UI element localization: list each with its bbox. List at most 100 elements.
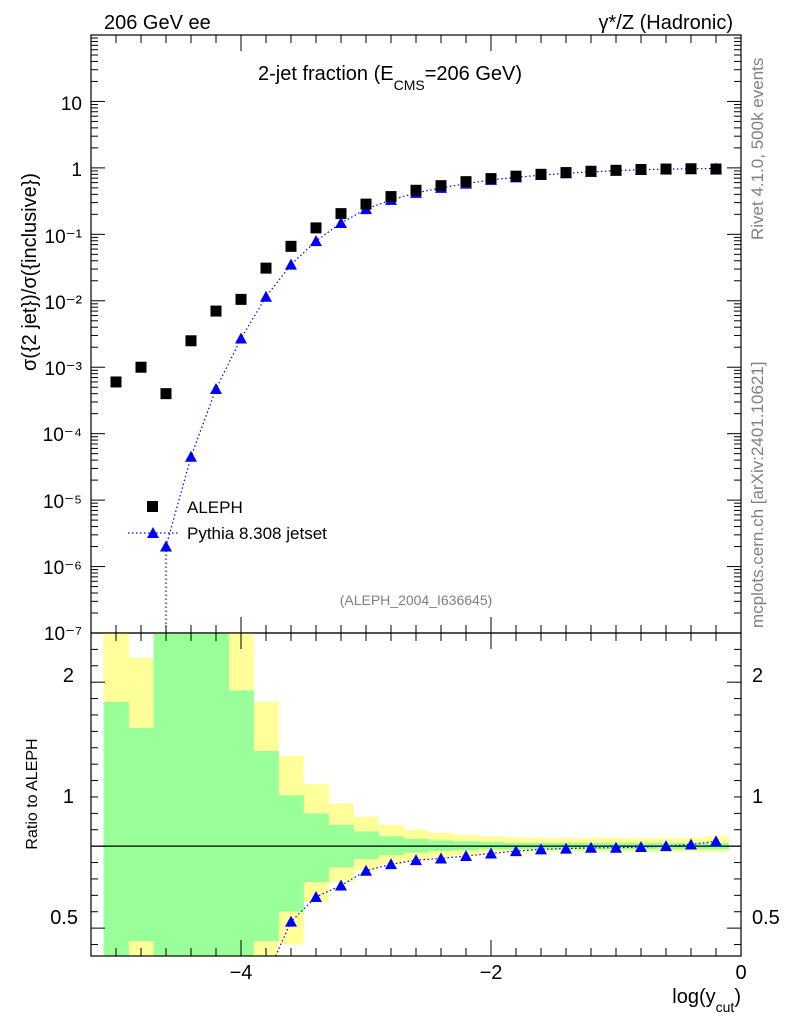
x-tick-label-minus-4: −4 xyxy=(230,962,253,984)
pythia-point xyxy=(210,383,222,395)
pythia-series-line xyxy=(165,167,717,547)
main-plot-content xyxy=(110,162,722,633)
aleph-point xyxy=(410,184,422,196)
ratio-point xyxy=(310,890,322,902)
ratio-inner-band xyxy=(103,701,129,956)
ratio-inner-band xyxy=(178,633,204,956)
ratio-point xyxy=(435,852,447,864)
aleph-point xyxy=(185,335,197,347)
analysis-watermark: (ALEPH_2004_I636645) xyxy=(340,592,493,608)
ratio-point xyxy=(610,841,622,853)
ratio-point xyxy=(385,858,397,870)
y-tick-label-1e-2: 10⁻² xyxy=(45,293,83,314)
ratio-inner-band xyxy=(128,728,154,942)
rivet-version-label: Rivet 4.1.0, 500k events xyxy=(748,58,767,240)
mcplots-label: mcplots.cern.ch [arXiv:2401.10621] xyxy=(748,362,767,628)
ratio-y-tick-label-1-right: 1 xyxy=(752,786,763,808)
main-title: 2-jet fraction (ECMS=206 GeV) xyxy=(258,63,522,93)
ratio-inner-band xyxy=(353,831,379,860)
ratio-point xyxy=(635,840,647,852)
x-axis-label-tail: ) xyxy=(734,986,741,1008)
ratio-point xyxy=(285,915,297,927)
aleph-point xyxy=(335,208,347,220)
legend-pythia-label: Pythia 8.308 jetset xyxy=(187,524,327,543)
ratio-point xyxy=(460,849,472,861)
main-title-text: 2-jet fraction (E xyxy=(258,63,394,85)
ratio-y-tick-label-2-right: 2 xyxy=(752,665,763,687)
ratio-axis-ticks xyxy=(90,633,742,956)
x-tick-label-minus-2: −2 xyxy=(480,962,503,984)
pythia-point xyxy=(160,540,172,552)
ratio-plot-content xyxy=(91,633,741,957)
ratio-point xyxy=(535,843,547,855)
aleph-point xyxy=(560,167,572,179)
aleph-point xyxy=(685,163,697,175)
pythia-point xyxy=(235,332,247,344)
y-tick-label-1e-6: 10⁻⁶ xyxy=(43,558,82,579)
aleph-point xyxy=(360,198,372,210)
x-axis-label: log(ycut) xyxy=(672,986,741,1015)
aleph-point xyxy=(610,164,622,176)
x-axis-label-subscript: cut xyxy=(716,999,735,1015)
ratio-inner-band xyxy=(303,813,329,883)
ratio-point xyxy=(335,879,347,891)
aleph-point xyxy=(310,222,322,234)
aleph-point xyxy=(160,388,172,400)
aleph-point xyxy=(210,305,222,317)
main-panel-frame xyxy=(90,34,742,634)
main-panel: 2-jet fraction (ECMS=206 GeV) σ({2 jet})… xyxy=(19,34,742,645)
ratio-inner-band xyxy=(203,633,229,956)
legend-pythia-marker xyxy=(147,527,159,538)
ratio-point xyxy=(510,845,522,857)
pythia-point xyxy=(285,258,297,270)
pythia-point xyxy=(335,217,347,229)
ratio-point xyxy=(585,841,597,853)
ratio-point xyxy=(685,838,697,850)
aleph-point xyxy=(510,170,522,182)
legend-aleph-label: ALEPH xyxy=(187,498,243,517)
aleph-point xyxy=(260,262,272,274)
ratio-point xyxy=(560,842,572,854)
ratio-inner-band xyxy=(228,690,254,956)
pythia-point xyxy=(260,290,272,302)
pythia-point xyxy=(310,235,322,247)
aleph-point xyxy=(485,173,497,185)
y-tick-label-1: 1 xyxy=(71,160,82,181)
ratio-y-axis-label: Ratio to ALEPH xyxy=(24,738,41,849)
main-title-subscript: CMS xyxy=(394,77,425,93)
aleph-point xyxy=(635,164,647,176)
aleph-point xyxy=(435,180,447,192)
y-tick-label-1e-7: 10⁻⁷ xyxy=(44,624,82,645)
header-right-label: γ*/Z (Hadronic) xyxy=(599,12,733,34)
header-left-label: 206 GeV ee xyxy=(104,12,211,34)
y-tick-label-1e-1: 10⁻¹ xyxy=(45,227,83,248)
ratio-inner-band xyxy=(278,795,304,912)
aleph-point xyxy=(285,240,297,252)
ratio-point xyxy=(410,854,422,866)
aleph-point xyxy=(385,191,397,203)
main-y-axis-label: σ({2 jet})/σ({inclusive}) xyxy=(19,173,41,371)
legend: ALEPH Pythia 8.308 jetset xyxy=(128,498,327,543)
main-axis-ticks xyxy=(90,34,742,634)
y-tick-label-1e-3: 10⁻³ xyxy=(45,359,83,380)
aleph-point xyxy=(235,293,247,305)
ratio-point xyxy=(660,840,672,852)
y-tick-label-1e-5: 10⁻⁵ xyxy=(43,492,82,513)
ratio-panel: Ratio to ALEPH 2 1 0.5 2 1 0.5 −4 −2 0 l… xyxy=(24,632,780,1015)
x-axis-label-text: log(y xyxy=(672,986,715,1008)
aleph-point xyxy=(135,361,147,373)
y-tick-label-10: 10 xyxy=(61,94,82,115)
aleph-point xyxy=(660,163,672,175)
ratio-y-tick-label-0-5-right: 0.5 xyxy=(752,907,780,929)
ratio-inner-band xyxy=(153,633,179,956)
aleph-point xyxy=(535,168,547,180)
aleph-point xyxy=(110,376,122,388)
aleph-point xyxy=(710,163,722,175)
ratio-point xyxy=(360,864,372,876)
ratio-y-tick-label-1-left: 1 xyxy=(63,786,74,808)
ratio-point xyxy=(710,835,722,847)
aleph-point xyxy=(585,165,597,177)
ratio-y-tick-label-0-5-left: 0.5 xyxy=(50,907,78,929)
ratio-y-tick-label-2-left: 2 xyxy=(63,665,74,687)
